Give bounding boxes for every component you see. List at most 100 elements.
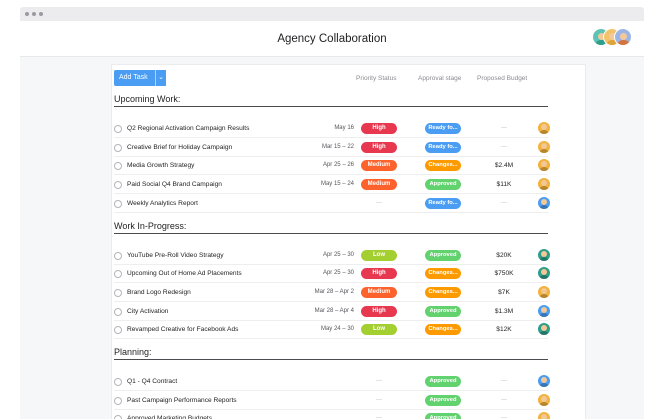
task-name[interactable]: Upcoming Out of Home Ad Placements <box>127 270 242 278</box>
section-header[interactable]: Work In-Progress: <box>114 218 548 234</box>
budget-value[interactable]: $7K <box>498 288 510 296</box>
assignee-avatar-icon[interactable] <box>538 159 550 172</box>
task-row[interactable]: Creative Brief for Holiday Campaign Mar 1… <box>114 139 550 157</box>
budget-value[interactable]: $11K <box>496 181 512 189</box>
task-due-date[interactable]: May 16 <box>334 125 354 131</box>
approval-badge[interactable]: Changes... <box>425 324 461 336</box>
priority-badge[interactable]: High <box>361 268 397 280</box>
task-row[interactable]: Revamped Creative for Facebook Ads May 24… <box>114 321 550 340</box>
task-name[interactable]: Weekly Analytics Report <box>127 199 198 207</box>
priority-empty[interactable]: — <box>376 199 382 206</box>
assignee-avatar-icon[interactable] <box>538 393 550 406</box>
priority-badge[interactable]: Medium <box>361 179 397 191</box>
window-close-icon[interactable] <box>25 12 29 16</box>
task-due-date[interactable]: Mar 15 – 22 <box>321 143 354 150</box>
complete-checkbox-icon[interactable] <box>114 288 122 297</box>
task-name[interactable]: Past Campaign Performance Reports <box>127 396 237 404</box>
task-due-date[interactable]: Mar 28 – Apr 2 <box>314 288 354 295</box>
complete-checkbox-icon[interactable] <box>114 270 122 279</box>
assignee-avatar-icon[interactable] <box>538 285 550 298</box>
approval-badge[interactable]: Ready fo... <box>425 197 461 209</box>
budget-empty[interactable]: — <box>501 415 507 419</box>
approval-badge[interactable]: Approved <box>425 376 461 387</box>
add-task-button[interactable]: Add Task ⌄ <box>114 70 166 86</box>
task-name[interactable]: Q2 Regional Activation Campaign Results <box>127 125 250 132</box>
task-name[interactable]: YouTube Pre-Roll Video Strategy <box>127 251 224 259</box>
budget-value[interactable]: $750K <box>494 270 514 278</box>
task-row[interactable]: Weekly Analytics Report — Ready fo... — <box>114 195 550 213</box>
priority-badge[interactable]: High <box>361 123 397 134</box>
complete-checkbox-icon[interactable] <box>114 326 122 335</box>
budget-empty[interactable]: — <box>501 199 507 206</box>
task-due-date[interactable]: Apr 25 – 30 <box>322 251 354 258</box>
complete-checkbox-icon[interactable] <box>114 162 122 171</box>
task-row[interactable]: YouTube Pre-Roll Video Strategy Apr 25 – … <box>114 247 550 265</box>
budget-value[interactable]: $2.4M <box>494 162 514 170</box>
task-row[interactable]: City Activation Mar 28 – Apr 4 High Approve… <box>114 303 550 321</box>
task-name[interactable]: City Activation <box>127 307 169 315</box>
priority-empty[interactable]: — <box>376 415 382 419</box>
task-due-date[interactable]: May 24 – 30 <box>320 326 354 333</box>
project-members[interactable] <box>592 28 642 48</box>
budget-empty[interactable]: — <box>501 143 507 150</box>
task-name[interactable]: Q1 - Q4 Contract <box>127 378 178 385</box>
assignee-avatar-icon[interactable] <box>538 122 550 134</box>
task-due-date[interactable]: Apr 25 – 26 <box>322 162 354 169</box>
task-row[interactable]: Brand Logo Redesign Mar 28 – Apr 2 Medium C… <box>114 284 550 302</box>
priority-badge[interactable]: High <box>361 141 397 153</box>
task-row[interactable]: Approved Marketing Budgets — Approved — <box>114 410 550 419</box>
approval-badge[interactable]: Changes... <box>425 160 461 172</box>
task-row[interactable]: Q1 - Q4 Contract — Approved — <box>114 373 550 391</box>
task-name[interactable]: Approved Marketing Budgets <box>127 415 213 419</box>
approval-badge[interactable]: Approved <box>425 305 461 317</box>
section-header[interactable]: Planning: <box>114 344 548 360</box>
task-due-date[interactable]: Mar 28 – Apr 4 <box>314 307 354 314</box>
task-row[interactable]: Paid Social Q4 Brand Campaign May 15 – 24… <box>114 176 550 195</box>
task-due-date[interactable]: May 15 – 24 <box>320 181 354 188</box>
priority-badge[interactable]: Medium <box>361 160 397 172</box>
task-row[interactable]: Past Campaign Performance Reports — Approv… <box>114 392 550 410</box>
chevron-down-icon[interactable]: ⌄ <box>155 70 166 86</box>
assignee-avatar-icon[interactable] <box>538 375 550 387</box>
complete-checkbox-icon[interactable] <box>114 181 122 190</box>
complete-checkbox-icon[interactable] <box>114 125 122 133</box>
budget-value[interactable]: $1.3M <box>494 307 514 315</box>
complete-checkbox-icon[interactable] <box>114 307 122 316</box>
assignee-avatar-icon[interactable] <box>538 304 550 317</box>
task-row[interactable]: Media Growth Strategy Apr 25 – 26 Medium Ch… <box>114 157 550 176</box>
window-maximize-icon[interactable] <box>39 12 43 16</box>
priority-badge[interactable]: Low <box>361 324 397 336</box>
user-avatar-icon[interactable] <box>614 28 632 46</box>
approval-badge[interactable]: Approved <box>425 249 461 261</box>
budget-empty[interactable]: — <box>501 125 507 131</box>
budget-empty[interactable]: — <box>501 378 507 384</box>
assignee-avatar-icon[interactable] <box>538 267 550 280</box>
complete-checkbox-icon[interactable] <box>114 251 122 260</box>
assignee-avatar-icon[interactable] <box>538 248 550 261</box>
approval-badge[interactable]: Changes... <box>425 286 461 298</box>
priority-badge[interactable]: Low <box>361 249 397 261</box>
approval-badge[interactable]: Ready fo... <box>425 141 461 153</box>
task-name[interactable]: Creative Brief for Holiday Campaign <box>127 143 233 151</box>
priority-empty[interactable]: — <box>376 378 382 384</box>
assignee-avatar-icon[interactable] <box>538 196 550 209</box>
window-minimize-icon[interactable] <box>32 12 36 16</box>
assignee-avatar-icon[interactable] <box>538 412 550 419</box>
budget-empty[interactable]: — <box>501 396 507 403</box>
task-name[interactable]: Brand Logo Redesign <box>127 288 191 296</box>
column-header-budget[interactable]: Proposed Budget <box>477 75 528 82</box>
approval-badge[interactable]: Approved <box>425 179 461 191</box>
task-row[interactable]: Upcoming Out of Home Ad Placements Apr 25… <box>114 265 550 284</box>
assignee-avatar-icon[interactable] <box>538 323 550 336</box>
section-header[interactable]: Upcoming Work: <box>114 91 548 107</box>
task-name[interactable]: Media Growth Strategy <box>127 162 195 170</box>
task-name[interactable]: Revamped Creative for Facebook Ads <box>127 326 239 334</box>
approval-badge[interactable]: Ready fo... <box>425 123 461 134</box>
budget-value[interactable]: $20K <box>496 251 512 259</box>
approval-badge[interactable]: Changes... <box>425 268 461 280</box>
complete-checkbox-icon[interactable] <box>114 143 122 152</box>
complete-checkbox-icon[interactable] <box>114 396 122 405</box>
task-name[interactable]: Paid Social Q4 Brand Campaign <box>127 181 222 189</box>
priority-empty[interactable]: — <box>376 396 382 403</box>
priority-badge[interactable]: Medium <box>361 286 397 298</box>
